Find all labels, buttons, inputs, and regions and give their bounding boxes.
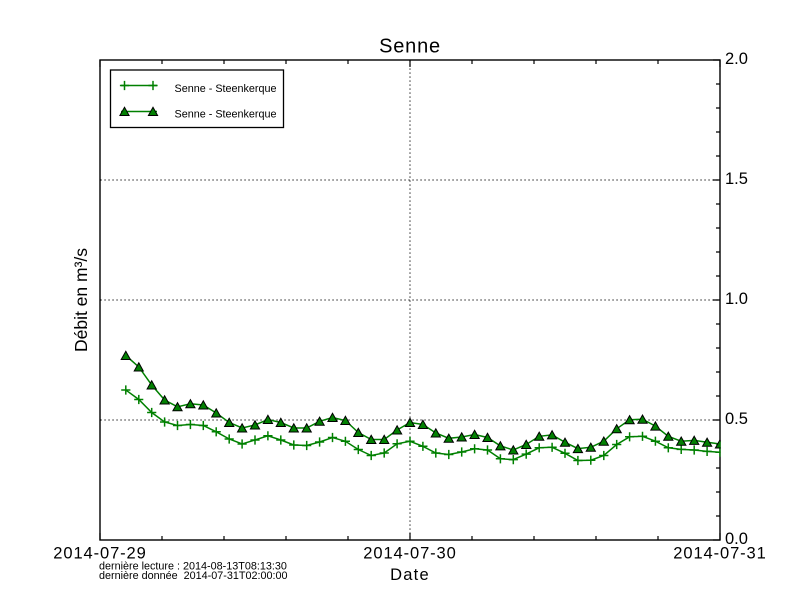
svg-text:Senne - Steenkerque: Senne - Steenkerque: [175, 109, 277, 121]
svg-text:2.0: 2.0: [725, 50, 748, 68]
svg-text:Débit en m³/s: Débit en m³/s: [71, 248, 91, 352]
svg-text:2014-07-29: 2014-07-29: [53, 545, 146, 563]
svg-text:1.0: 1.0: [725, 290, 748, 308]
svg-text:Date: Date: [390, 566, 430, 584]
svg-text:0.5: 0.5: [725, 410, 748, 428]
svg-text:2014-07-31: 2014-07-31: [673, 545, 766, 563]
svg-text:Senne - Steenkerque: Senne - Steenkerque: [175, 83, 277, 95]
svg-text:2014-07-30: 2014-07-30: [363, 545, 456, 563]
svg-text:dernière donnée 2014-07-31T02: dernière donnée 2014-07-31T02:00:00: [99, 570, 288, 582]
svg-text:dernière lecture : 2014-08-13T: dernière lecture : 2014-08-13T08:13:30: [99, 561, 287, 573]
svg-text:0.0: 0.0: [725, 530, 748, 548]
svg-text:1.5: 1.5: [725, 170, 748, 188]
svg-text:Senne: Senne: [379, 36, 441, 58]
